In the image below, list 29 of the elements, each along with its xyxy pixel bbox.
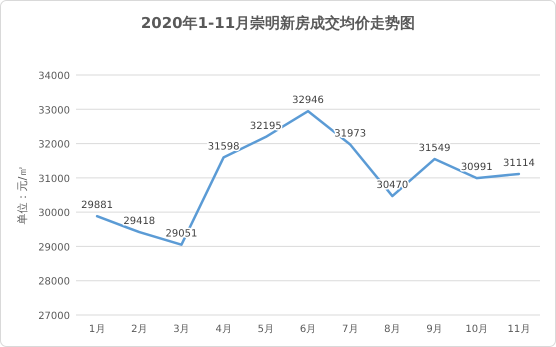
- data-label: 29418: [123, 216, 156, 228]
- data-label: 31598: [208, 141, 240, 152]
- data-label: 32946: [292, 95, 324, 106]
- x-tick-label: 9月: [426, 324, 443, 335]
- x-tick-label: 2月: [131, 324, 148, 335]
- data-label: 29881: [81, 200, 113, 212]
- x-tick-label: 4月: [215, 324, 232, 335]
- data-label: 32195: [250, 120, 282, 132]
- y-tick-label: 29000: [38, 242, 70, 254]
- y-tick-label: 30000: [38, 208, 70, 220]
- y-tick-label: 33000: [38, 105, 70, 116]
- y-tick-label: 28000: [38, 276, 70, 288]
- y-tick-label: 34000: [38, 71, 70, 82]
- x-tick-label: 3月: [173, 324, 190, 335]
- y-tick-label: 27000: [38, 311, 70, 322]
- data-label: 31549: [418, 143, 450, 154]
- x-tick-label: 7月: [342, 324, 358, 335]
- y-axis-title: 单位：元/㎡: [16, 166, 29, 224]
- x-tick-label: 5月: [258, 324, 274, 335]
- x-tick-label: 1月: [88, 324, 106, 335]
- data-label: 30991: [460, 162, 493, 174]
- x-tick-label: 8月: [384, 324, 401, 335]
- x-tick-label: 6月: [300, 324, 316, 335]
- y-tick-label: 32000: [38, 140, 70, 151]
- y-tick-label: 31000: [38, 174, 70, 185]
- data-label: 31114: [503, 158, 535, 169]
- chart-title: 2020年1-11月崇明新房成交均价走势图: [140, 14, 416, 32]
- x-tick-label: 10月: [465, 324, 488, 335]
- x-tick-label: 11月: [508, 324, 530, 335]
